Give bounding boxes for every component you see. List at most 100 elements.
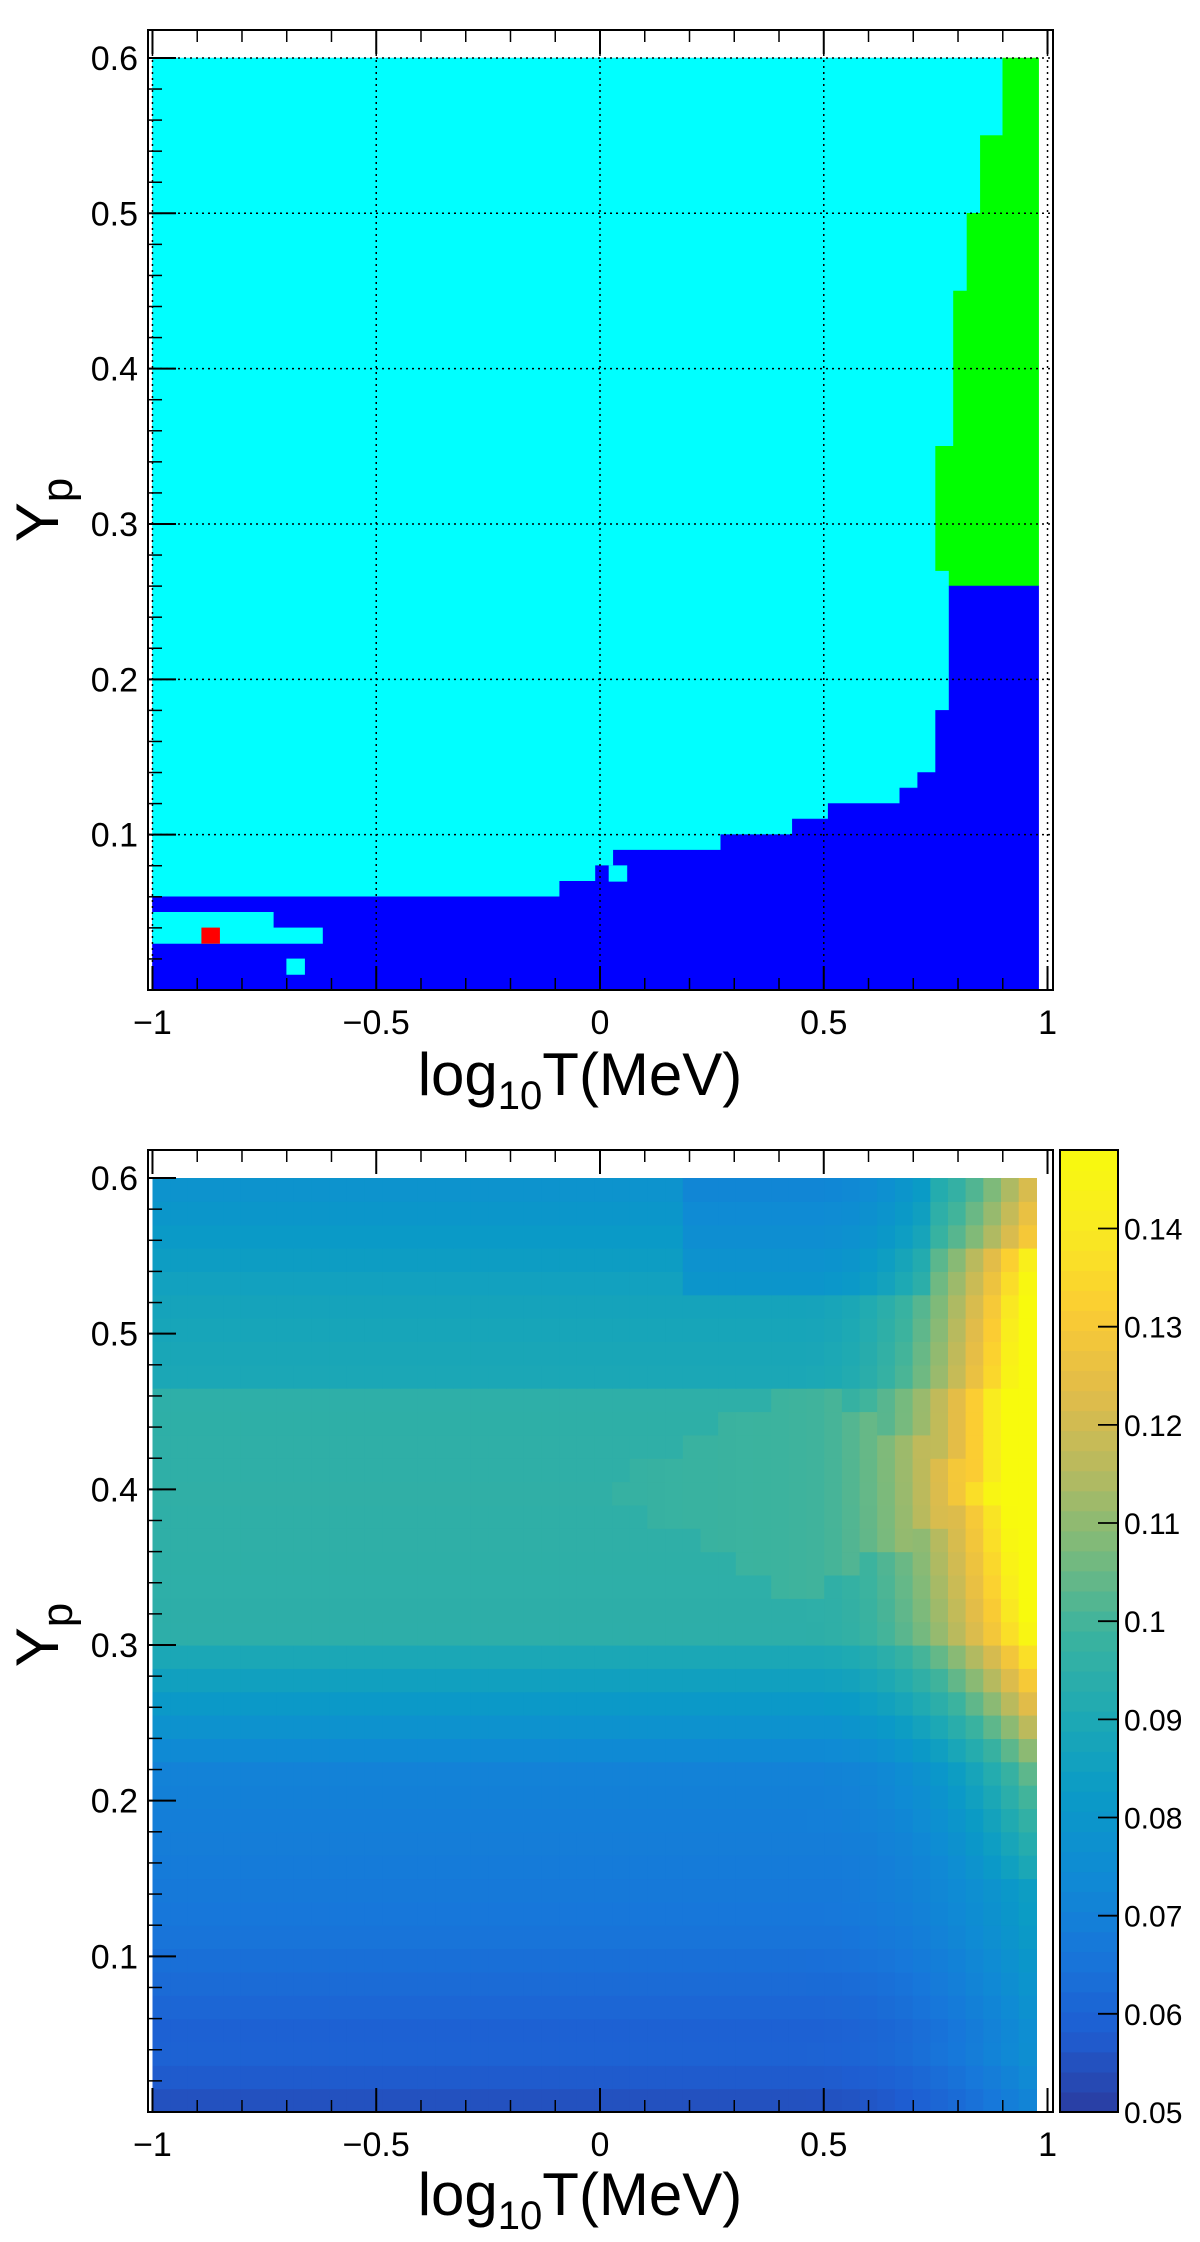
heat-cell [435, 1878, 454, 1903]
heat-cell [382, 1528, 401, 1553]
heat-cell [523, 1668, 542, 1693]
heat-cell [1001, 1318, 1020, 1342]
heat-cell [771, 2042, 790, 2066]
heat-cell [824, 1971, 843, 1996]
heat-cell [1018, 1364, 1037, 1389]
heat-cell [965, 1901, 984, 1926]
heat-cell [152, 1481, 171, 1506]
heat-cell [1001, 1224, 1020, 1249]
heat-cell [523, 1855, 542, 1880]
heat-cell [523, 2065, 542, 2090]
heat-cell [506, 1761, 525, 1786]
heat-cell [859, 1458, 878, 1483]
heat-cell [576, 1201, 595, 1226]
heat-cell [983, 1388, 1002, 1413]
heat-cell [240, 1458, 260, 1483]
heat-cell [735, 1738, 755, 1763]
heat-cell [594, 1528, 613, 1553]
heat-cell [948, 2042, 967, 2066]
heat-cell [824, 1925, 843, 1950]
heat-cell [453, 1715, 472, 1739]
heat-cell [506, 2042, 525, 2066]
heat-cell [541, 1434, 560, 1459]
heat-cell [400, 1621, 419, 1646]
heat-cell [594, 1575, 613, 1599]
heat-cell [152, 1178, 171, 1202]
heat-cell [894, 1995, 914, 2020]
heat-cell [753, 1224, 772, 1249]
heat-cell [364, 1691, 383, 1716]
heat-cell [700, 2088, 719, 2112]
heat-cell [700, 1948, 719, 1973]
heat-cell [859, 1901, 878, 1926]
colorbar-step [1060, 1190, 1118, 1211]
heat-cell [223, 1271, 242, 1296]
heat-cell [859, 1364, 878, 1389]
heat-cell [735, 1504, 755, 1529]
heat-cell [718, 1878, 737, 1903]
heat-cell [276, 1551, 295, 1576]
heat-cell [930, 1481, 949, 1506]
heat-cell [311, 1761, 330, 1786]
heat-cell [824, 1948, 843, 1973]
heat-cell [665, 1224, 684, 1249]
heat-cell [187, 1388, 207, 1413]
heat-cell [346, 1248, 366, 1272]
heat-cell [329, 1925, 348, 1950]
colorbar-step [1060, 1550, 1118, 1572]
heat-cell [806, 2065, 825, 2090]
heat-cell [187, 2065, 207, 2090]
heat-cell [824, 1785, 843, 1809]
heat-cell [1018, 1738, 1037, 1763]
colorbar-step [1060, 1631, 1118, 1652]
heat-cell [276, 1948, 295, 1973]
heat-cell [205, 1271, 224, 1296]
heat-cell [329, 1458, 348, 1483]
heat-cell [576, 1995, 595, 2020]
heat-cell [240, 1551, 260, 1576]
heat-cell [841, 1878, 861, 1903]
heat-cell [665, 1971, 684, 1996]
heat-cell [258, 1785, 277, 1809]
heat-cell [541, 1878, 560, 1903]
heat-cell [541, 1691, 560, 1716]
heat-cell [771, 1434, 790, 1459]
heat-cell [735, 1388, 755, 1413]
heat-cell [594, 2065, 613, 2090]
heat-cell [453, 2018, 472, 2043]
heat-cell [806, 2088, 825, 2112]
heat-cell [488, 1761, 507, 1786]
heat-cell [912, 1948, 931, 1973]
heat-cell [488, 1971, 507, 1996]
heat-cell [382, 1598, 401, 1623]
heat-cell [506, 1878, 525, 1903]
heat-cell [788, 1855, 808, 1880]
heat-cell [311, 1481, 330, 1506]
heat-cell [187, 1364, 207, 1389]
heat-cell [806, 1388, 825, 1413]
heat-cell [788, 1224, 808, 1249]
heat-cell [700, 1434, 719, 1459]
heat-cell [788, 1901, 808, 1926]
heat-cell [629, 1388, 649, 1413]
heat-cell [806, 1901, 825, 1926]
colorbar-step [1060, 1711, 1118, 1732]
heat-cell [594, 1551, 613, 1576]
heat-cell [912, 1504, 931, 1529]
heat-cell [329, 1761, 348, 1786]
heat-cell [841, 1785, 861, 1809]
heat-cell [912, 1364, 931, 1389]
heat-cell [718, 1855, 737, 1880]
heat-cell [665, 1341, 684, 1366]
heat-cell [771, 1575, 790, 1599]
heat-cell [841, 2065, 861, 2090]
heat-cell [293, 1504, 313, 1529]
heat-cell [435, 1411, 454, 1436]
heat-cell [700, 2065, 719, 2090]
heat-cell [788, 1481, 808, 1506]
heat-cell [665, 1855, 684, 1880]
heat-cell [223, 1458, 242, 1483]
heat-cell [806, 1785, 825, 1809]
heat-cell [258, 1481, 277, 1506]
heat-cell [435, 1645, 454, 1669]
